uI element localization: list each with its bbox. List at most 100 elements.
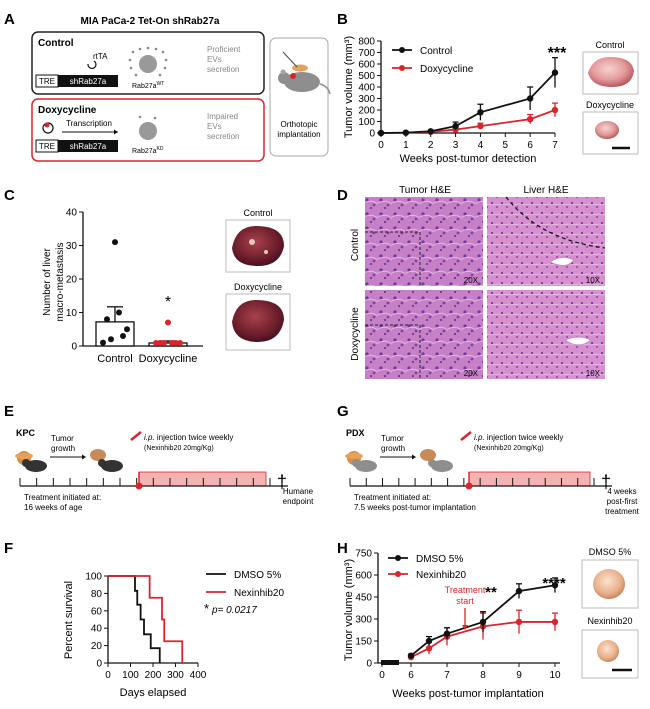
ev-cell-kd xyxy=(139,122,157,140)
c-category-label: Doxycycline xyxy=(139,353,198,365)
b-y-tick-label: 200 xyxy=(358,106,375,117)
b-series-0-point xyxy=(526,95,534,102)
b-series-0-point xyxy=(551,69,559,76)
timelineG-endpoint: treatment xyxy=(605,507,640,516)
f-y-tick-label: 40 xyxy=(91,624,103,635)
transcription-label: Transcription xyxy=(66,119,112,128)
h-x-tick-label: 7 xyxy=(444,670,450,681)
proficient-line3: secretion xyxy=(207,65,239,74)
d-tumor-dox-histology xyxy=(365,290,483,379)
h-significance: **** xyxy=(542,575,566,592)
b-x-label: Weeks post-tumor detection xyxy=(400,153,537,165)
dox-molecule-icon xyxy=(44,122,50,128)
h-img-label-dmso: DMSO 5% xyxy=(589,547,632,557)
d-col-tumor: Tumor H&E xyxy=(399,185,451,196)
timelineG-initiated: Treatment initiated at: xyxy=(354,493,431,502)
b-y-tick-label: 0 xyxy=(369,129,375,140)
b-x-tick-label: 2 xyxy=(428,140,434,151)
d-mag-1: 20X xyxy=(464,276,479,285)
d-tumor-control-histology xyxy=(365,197,483,286)
dox-box xyxy=(31,98,265,162)
dox-gene-label: shRab27a xyxy=(70,142,107,151)
proficient-line1: Proficient xyxy=(207,45,241,54)
tumor-pancreas-icon xyxy=(90,449,106,461)
c-data-point xyxy=(120,332,126,339)
h-x-tick-label: 0 xyxy=(379,670,385,681)
mouse-icon xyxy=(355,460,377,472)
h-series-0-point xyxy=(425,637,433,645)
c-data-point xyxy=(100,339,106,346)
h-series-0-point xyxy=(515,587,523,595)
dagger-icon: † xyxy=(277,472,287,492)
rab-kd-label: Rab27aKD xyxy=(132,146,164,155)
panel-d-letter: D xyxy=(337,187,348,204)
d-liver-dox-histology xyxy=(487,290,605,379)
b-x-tick-label: 7 xyxy=(552,140,558,151)
c-y-tick-label: 40 xyxy=(66,208,78,219)
b-series-1-point xyxy=(477,122,484,130)
h-y-label: Tumor volume (mm³) xyxy=(343,559,355,661)
c-img-label-dox: Doxycycline xyxy=(234,282,282,292)
b-series-0-point xyxy=(402,129,410,136)
b-x-tick-label: 0 xyxy=(378,140,384,151)
timelineG-growth: Tumor xyxy=(381,434,404,443)
b-y-tick-label: 600 xyxy=(358,60,375,71)
c-liver-dox-shape xyxy=(232,300,284,342)
ev-dots-wt-icon xyxy=(128,46,168,77)
timelineE-drug: (Nexinhib20 20mg/Kg) xyxy=(144,445,214,452)
panel-e-letter: E xyxy=(4,403,14,420)
c-data-point xyxy=(108,336,114,343)
c-metastasis-dot xyxy=(249,239,255,245)
impaired-line1: Impaired xyxy=(207,112,238,121)
mouse-icon xyxy=(98,459,106,467)
rab-wt-label: Rab27aWT xyxy=(132,81,164,90)
tumor-pancreas-icon xyxy=(420,449,436,461)
timelineG-growth: growth xyxy=(381,444,405,453)
h-treatment-label: start xyxy=(456,596,474,606)
timelineG-treatment-bar xyxy=(468,471,591,487)
f-y-tick-label: 100 xyxy=(85,572,102,583)
f-survival-curve xyxy=(108,575,184,663)
c-significance: * xyxy=(165,294,171,311)
c-data-point xyxy=(169,340,175,346)
b-y-tick-label: 800 xyxy=(358,37,375,48)
control-gene-label: shRab27a xyxy=(70,77,107,86)
mouse-icon xyxy=(101,460,123,472)
f-legend-label: DMSO 5% xyxy=(234,570,281,581)
h-series-0-point xyxy=(551,582,559,589)
timelineG-drug: (Nexinhib20 20mg/Kg) xyxy=(474,445,544,452)
b-series-0-line xyxy=(380,72,556,134)
b-y-tick-label: 300 xyxy=(358,94,375,105)
b-legend-label: Doxycycline xyxy=(420,64,474,75)
d-inset-outline xyxy=(365,231,421,286)
h-legend-label: Nexinhib20 xyxy=(416,570,466,581)
h-legend-marker xyxy=(395,571,401,577)
ev-cell-wt xyxy=(139,55,157,73)
h-series-1-point xyxy=(515,618,523,626)
f-pvalue-star: * xyxy=(204,601,209,616)
h-series-1-point xyxy=(425,645,433,652)
b-significance: *** xyxy=(548,45,567,62)
c-y-tick-label: 0 xyxy=(71,342,77,353)
timelineE-injection: i.p. injection twice weekly xyxy=(144,433,233,442)
h-x-tick-label: 6 xyxy=(408,670,414,681)
rtta-icon xyxy=(87,60,97,70)
d-tumor-border xyxy=(505,196,606,249)
b-x-tick-label: 3 xyxy=(453,140,459,151)
implant-box xyxy=(269,37,329,157)
c-data-point xyxy=(112,239,118,246)
dagger-icon: † xyxy=(601,472,611,492)
b-legend-marker xyxy=(399,65,405,71)
panel-f-letter: F xyxy=(4,540,13,557)
f-x-tick-label: 200 xyxy=(145,670,162,681)
h-series-0-point xyxy=(443,630,451,637)
b-x-tick-label: 5 xyxy=(503,140,509,151)
pancreas-icon xyxy=(345,453,363,459)
c-liver-control-shape xyxy=(232,226,284,266)
chart-h: 0 150 300 450 600 750 0 6 7 8 9 10 Weeks post-tumor … xyxy=(343,549,566,701)
b-y-tick-label: 100 xyxy=(358,117,375,128)
h-series-0-point xyxy=(407,652,415,659)
f-y-tick-label: 80 xyxy=(91,589,103,600)
